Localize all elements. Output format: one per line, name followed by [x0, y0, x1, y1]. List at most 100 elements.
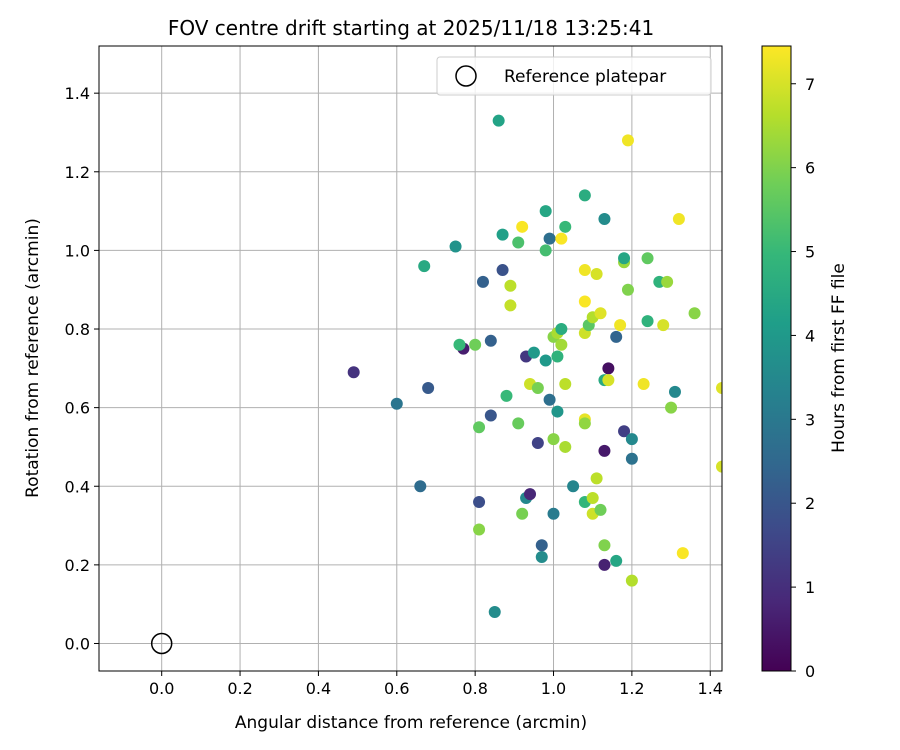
data-point [547, 507, 560, 520]
data-point [449, 240, 462, 253]
data-point [610, 554, 623, 567]
data-point [625, 433, 638, 446]
data-point [598, 558, 611, 571]
y-tick-label: 1.2 [65, 163, 90, 182]
data-point [422, 381, 435, 394]
data-point [618, 425, 631, 438]
data-point [516, 220, 529, 233]
data-point [524, 488, 537, 501]
data-point [555, 323, 568, 336]
x-axis-label: Angular distance from reference (arcmin) [235, 713, 587, 733]
data-point [598, 444, 611, 457]
colorbar-gradient [761, 45, 792, 672]
legend-entry-label: Reference platepar [504, 67, 666, 87]
x-tick-label: 0.4 [306, 679, 331, 698]
data-point [476, 275, 489, 288]
data-point [531, 437, 544, 450]
data-point [539, 244, 552, 257]
y-tick-label: 0.6 [65, 399, 90, 418]
data-point [665, 401, 678, 414]
colorbar-ticks: 0 1 2 3 4 5 6 7 [791, 75, 815, 681]
data-point [473, 421, 486, 434]
y-tick-label: 0.4 [65, 477, 90, 496]
data-point [578, 189, 591, 202]
y-tick-label: 1.0 [65, 241, 90, 260]
data-point [551, 405, 564, 418]
data-point [453, 338, 466, 351]
data-point [527, 346, 540, 359]
x-tick-label: 0.0 [149, 679, 174, 698]
legend-reference-icon [455, 65, 477, 87]
data-point [598, 212, 611, 225]
data-point [504, 299, 517, 312]
data-point [594, 503, 607, 516]
colorbar-tick-label: 6 [805, 159, 815, 178]
data-point [567, 480, 580, 493]
data-point [602, 362, 615, 375]
colorbar-label: Hours from first FF file [829, 263, 849, 453]
data-point [641, 252, 654, 265]
y-tick-label: 0.2 [65, 556, 90, 575]
data-point [672, 212, 685, 225]
data-point [625, 452, 638, 465]
data-point [559, 440, 572, 453]
data-point [555, 232, 568, 245]
y-tick-label: 0.8 [65, 320, 90, 339]
y-tick-label: 1.4 [65, 84, 90, 103]
colorbar-tick-label: 4 [805, 326, 815, 345]
data-point [661, 275, 674, 288]
colorbar-tick-label: 0 [805, 662, 815, 681]
x-tick-label: 0.8 [462, 679, 487, 698]
data-point [469, 338, 482, 351]
data-point [618, 252, 631, 265]
data-point [716, 460, 722, 473]
data-point [559, 378, 572, 391]
data-point [602, 374, 615, 387]
data-point [535, 551, 548, 564]
chart-title: FOV centre drift starting at 2025/11/18 … [168, 16, 654, 40]
data-point [559, 220, 572, 233]
data-point [473, 523, 486, 536]
data-point [657, 319, 670, 332]
x-tick-label: 1.0 [541, 679, 566, 698]
data-point [516, 507, 529, 520]
data-point [676, 547, 689, 560]
data-point [555, 338, 568, 351]
data-point [347, 366, 360, 379]
data-point [637, 378, 650, 391]
x-axis-ticks: 0.0 0.2 0.4 0.6 0.8 1.0 1.2 1.4 [149, 671, 723, 698]
data-point [621, 283, 634, 296]
data-point [500, 389, 513, 402]
legend: Reference platepar [436, 56, 712, 96]
data-point [551, 350, 564, 363]
data-point [594, 307, 607, 320]
colorbar-tick-label: 1 [805, 578, 815, 597]
data-point [484, 334, 497, 347]
data-point [641, 315, 654, 328]
reference-marker [150, 632, 173, 655]
y-axis-label: Rotation from reference (arcmin) [23, 218, 43, 498]
data-point [578, 264, 591, 277]
data-point [492, 114, 505, 127]
data-point [488, 606, 501, 619]
data-point [484, 409, 497, 422]
data-point [539, 354, 552, 367]
colorbar-tick-label: 7 [805, 75, 815, 94]
data-point [547, 433, 560, 446]
data-point [621, 134, 634, 147]
data-point [535, 539, 548, 552]
data-point [390, 397, 403, 410]
data-point [418, 260, 431, 273]
data-points [347, 114, 722, 619]
data-point [496, 264, 509, 277]
data-point [543, 393, 556, 406]
data-point [590, 267, 603, 280]
colorbar-tick-label: 5 [805, 243, 815, 262]
data-point [614, 319, 627, 332]
data-point [512, 236, 525, 249]
x-tick-label: 0.6 [384, 679, 409, 698]
legend-box [436, 56, 712, 96]
data-point [539, 205, 552, 218]
x-tick-label: 1.4 [698, 679, 723, 698]
